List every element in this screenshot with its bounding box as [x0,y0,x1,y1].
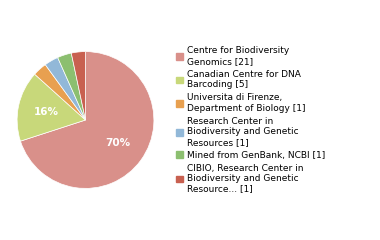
Text: 70%: 70% [105,138,130,148]
Wedge shape [58,53,86,120]
Wedge shape [35,65,86,120]
Text: 16%: 16% [34,107,59,117]
Wedge shape [45,58,86,120]
Wedge shape [21,52,154,188]
Wedge shape [71,52,86,120]
Wedge shape [17,74,85,141]
Legend: Centre for Biodiversity
Genomics [21], Canadian Centre for DNA
Barcoding [5], Un: Centre for Biodiversity Genomics [21], C… [175,46,326,194]
